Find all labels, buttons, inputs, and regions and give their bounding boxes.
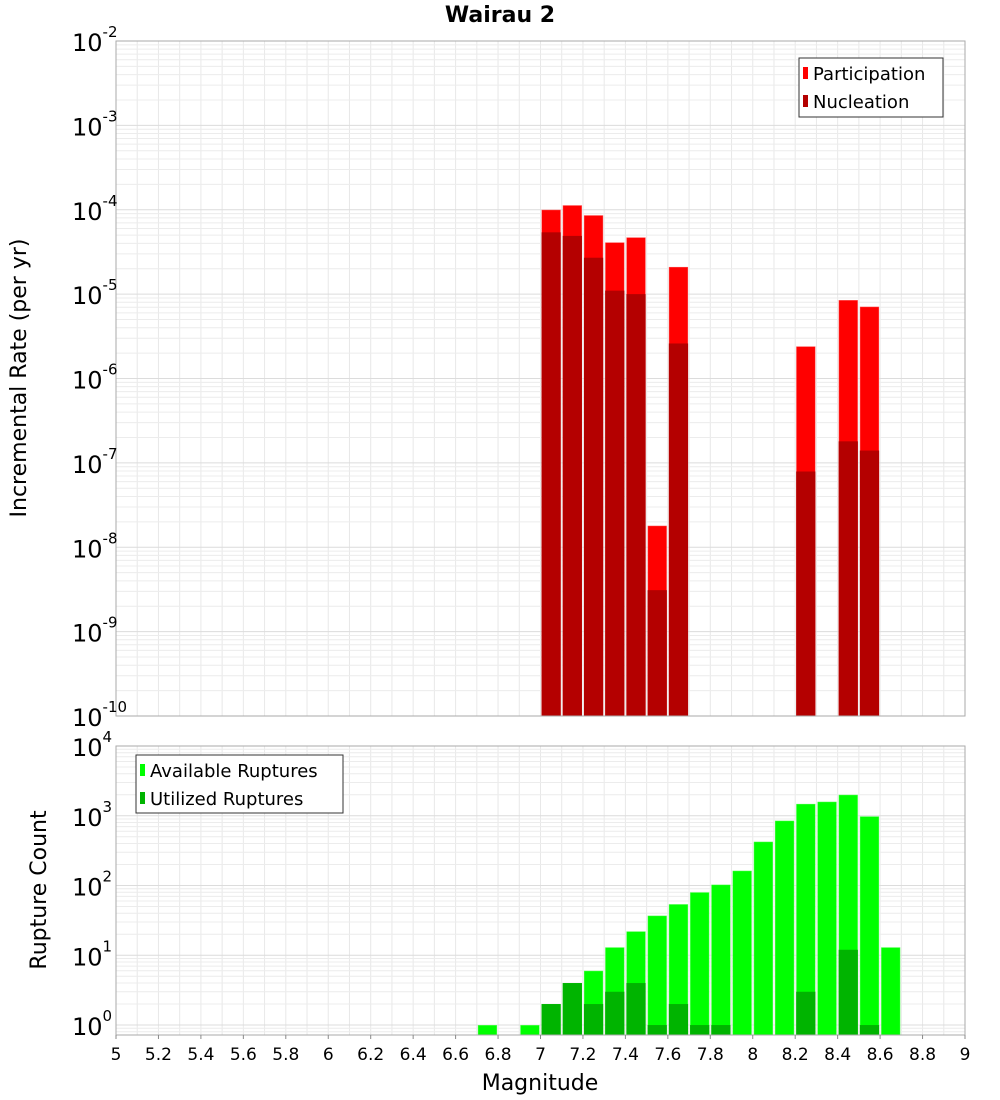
rupture-count-plot: 104 103 102 101 100 5 5.2 5.4 5.6 5.8 6 6.2 6.4 6.6 6… <box>27 728 970 1096</box>
x-tick-label: 6.8 <box>485 1045 512 1065</box>
bar-nucleation <box>859 450 880 716</box>
bar-utilized-ruptures <box>690 1025 710 1035</box>
y-tick-label: 10-7 <box>72 445 118 479</box>
bar-available-ruptures <box>710 884 732 1036</box>
x-tick-label: 6.6 <box>442 1045 469 1065</box>
x-axis-label: Magnitude <box>482 1071 599 1096</box>
bar-nucleation <box>796 471 816 716</box>
bar-available-ruptures <box>732 870 753 1036</box>
bar-available-ruptures <box>880 946 901 1036</box>
count-plot-bars <box>477 794 901 1036</box>
rate-plot: 10-2 10-3 10-4 10-5 10-6 10-7 10-8 10-9 10-10 In… <box>7 23 966 732</box>
x-tick-label: 9 <box>960 1045 971 1065</box>
x-tick-label: 7.8 <box>697 1045 724 1065</box>
x-tick-label: 8.6 <box>867 1045 894 1065</box>
x-tick-label: 5.8 <box>272 1045 299 1065</box>
y-tick-label: 10-9 <box>72 614 118 648</box>
bar-utilized-ruptures <box>668 1004 689 1035</box>
y-tick-label: 10-10 <box>72 698 127 732</box>
legend-swatch-utilized <box>140 792 145 804</box>
x-tick-label: 7.4 <box>612 1045 639 1065</box>
count-legend: Available Ruptures Utilized Ruptures <box>135 754 344 814</box>
count-plot-y-label: Rupture Count <box>27 810 52 970</box>
y-tick-label: 101 <box>72 937 112 971</box>
bar-nucleation <box>626 294 646 716</box>
chart-title: Wairau 2 <box>445 3 555 28</box>
count-plot-y-ticks: 104 103 102 101 100 <box>72 728 112 1041</box>
x-axis-ticks: 5 5.2 5.4 5.6 5.8 6 6.2 6.4 6.6 6.8 7 7.2 7.4 7.6 7.8 8… <box>111 1035 971 1065</box>
bar-available-ruptures <box>753 841 774 1036</box>
legend-swatch-participation <box>803 67 808 79</box>
bar-utilized-ruptures <box>647 1025 667 1035</box>
y-tick-label: 100 <box>72 1007 112 1041</box>
x-tick-label: 8 <box>747 1045 758 1065</box>
bar-utilized-ruptures <box>859 1025 880 1035</box>
x-tick-label: 8.4 <box>824 1045 851 1065</box>
y-tick-label: 10-2 <box>72 23 118 57</box>
x-tick-label: 7.2 <box>569 1045 596 1065</box>
x-tick-label: 8.2 <box>782 1045 809 1065</box>
bar-nucleation <box>668 343 689 716</box>
rate-plot-y-ticks: 10-2 10-3 10-4 10-5 10-6 10-7 10-8 10-9 10-10 <box>72 23 127 732</box>
bar-utilized-ruptures <box>562 983 582 1035</box>
bar-nucleation <box>605 290 625 716</box>
y-tick-label: 104 <box>72 728 112 762</box>
legend-label-nucleation: Nucleation <box>813 92 909 113</box>
legend-swatch-available <box>140 764 145 776</box>
bar-nucleation <box>583 257 604 716</box>
y-tick-label: 10-4 <box>72 192 118 226</box>
x-tick-label: 6.2 <box>357 1045 384 1065</box>
bar-available-ruptures <box>477 1024 498 1036</box>
bar-utilized-ruptures <box>711 1025 731 1035</box>
bar-utilized-ruptures <box>605 991 625 1035</box>
legend-swatch-nucleation <box>803 95 808 107</box>
rate-plot-frame <box>115 40 966 717</box>
x-tick-label: 8.8 <box>909 1045 936 1065</box>
bar-utilized-ruptures <box>541 1004 561 1035</box>
count-legend-box <box>135 754 344 814</box>
rate-legend: Participation Nucleation <box>798 57 944 118</box>
bar-utilized-ruptures <box>796 991 816 1035</box>
x-tick-label: 5.6 <box>230 1045 257 1065</box>
bar-utilized-ruptures <box>626 983 646 1035</box>
legend-label-participation: Participation <box>813 64 925 85</box>
y-tick-label: 103 <box>72 798 112 832</box>
rate-legend-box <box>798 57 944 118</box>
y-tick-label: 10-6 <box>72 361 118 395</box>
x-tick-label: 6 <box>323 1045 334 1065</box>
bar-available-ruptures <box>689 891 710 1036</box>
x-tick-label: 7.6 <box>654 1045 681 1065</box>
y-tick-label: 10-8 <box>72 529 118 563</box>
rate-plot-grid <box>116 41 965 716</box>
rate-plot-bars <box>541 204 880 717</box>
bar-nucleation <box>562 235 582 716</box>
bar-available-ruptures <box>774 820 795 1036</box>
x-tick-label: 7 <box>535 1045 546 1065</box>
bar-available-ruptures <box>519 1024 541 1036</box>
bar-utilized-ruptures <box>583 1004 604 1035</box>
bar-available-ruptures <box>647 915 668 1036</box>
y-tick-label: 102 <box>72 868 112 902</box>
x-tick-label: 6.4 <box>400 1045 427 1065</box>
bar-nucleation <box>541 232 561 716</box>
legend-label-available: Available Ruptures <box>150 761 318 782</box>
x-tick-label: 5 <box>111 1045 122 1065</box>
bar-available-ruptures <box>816 801 838 1036</box>
bar-utilized-ruptures <box>838 949 858 1035</box>
y-tick-label: 10-5 <box>72 276 118 310</box>
x-tick-label: 5.2 <box>145 1045 172 1065</box>
y-tick-label: 10-3 <box>72 107 118 141</box>
bar-available-ruptures <box>859 815 880 1036</box>
x-tick-label: 5.4 <box>187 1045 214 1065</box>
legend-label-utilized: Utilized Ruptures <box>150 789 303 810</box>
rate-plot-y-label: Incremental Rate (per yr) <box>7 239 32 518</box>
bar-nucleation <box>838 441 858 716</box>
bar-nucleation <box>647 590 667 716</box>
